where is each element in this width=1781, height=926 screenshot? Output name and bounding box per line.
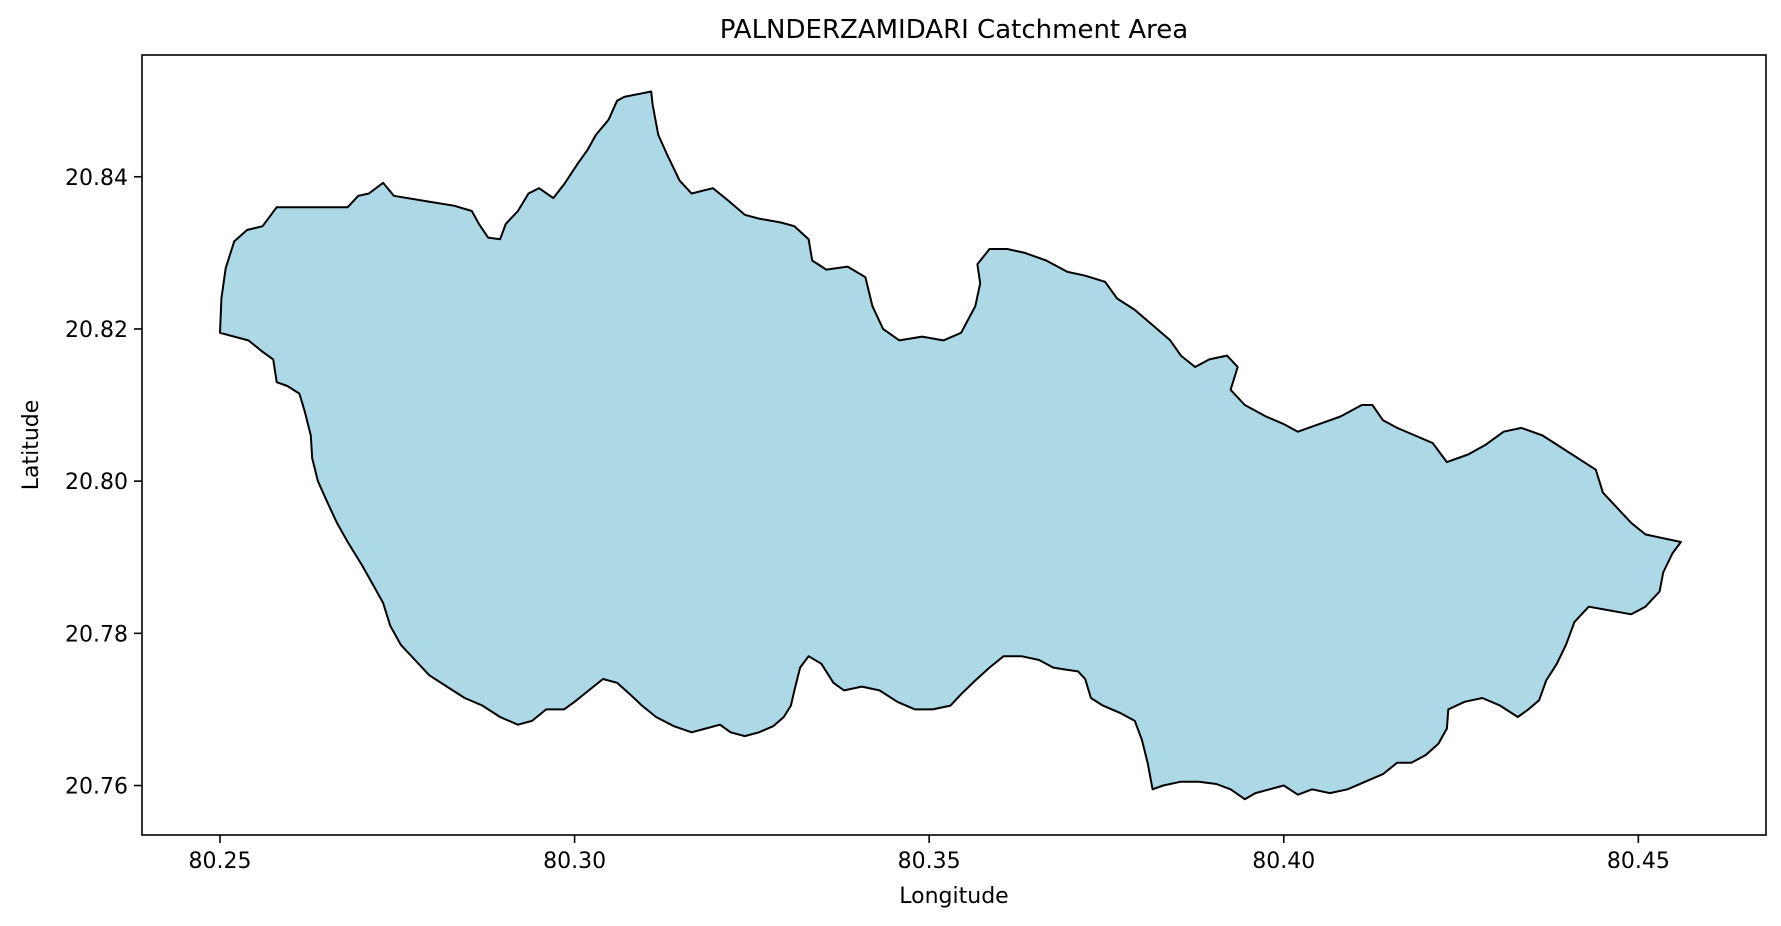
x-tick-label: 80.45	[1607, 849, 1670, 874]
x-tick-label: 80.40	[1252, 849, 1315, 874]
x-axis-ticks: 80.25 80.30 80.35 80.40 80.45	[189, 835, 1670, 874]
y-axis-ticks: 20.76 20.78 20.80 20.82 20.84	[65, 166, 142, 800]
x-axis-label: Longitude	[899, 884, 1008, 909]
x-tick-label: 80.25	[189, 849, 252, 874]
chart-title: PALNDERZAMIDARI Catchment Area	[720, 15, 1188, 45]
y-tick-label: 20.84	[65, 166, 128, 191]
y-axis-label: Latitude	[19, 400, 44, 491]
x-tick-label: 80.35	[898, 849, 961, 874]
catchment-area-polygon	[219, 90, 1682, 801]
y-tick-label: 20.80	[65, 470, 128, 495]
y-tick-label: 20.78	[65, 622, 128, 647]
x-tick-label: 80.30	[543, 849, 606, 874]
plot-frame	[141, 54, 1767, 836]
y-tick-label: 20.76	[65, 775, 128, 800]
y-tick-label: 20.82	[65, 318, 128, 343]
